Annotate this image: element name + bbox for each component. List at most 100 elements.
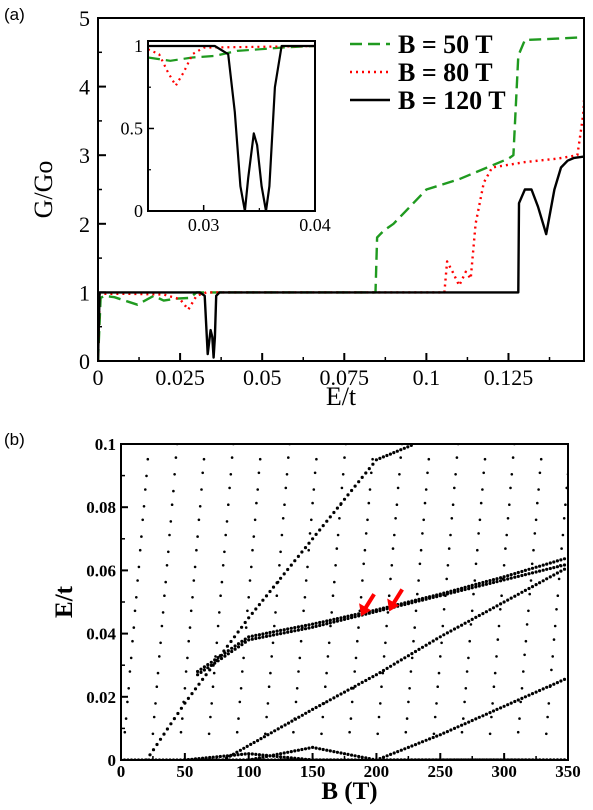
level-point <box>262 735 266 739</box>
level-point <box>548 575 552 579</box>
level-point <box>264 631 269 635</box>
level-dot <box>423 501 427 505</box>
level-point <box>371 462 375 466</box>
level-dot <box>266 702 270 705</box>
level-dot <box>127 687 130 690</box>
level-point <box>484 610 488 614</box>
level-point <box>307 746 311 750</box>
level-point <box>335 750 339 754</box>
level-point <box>438 592 442 596</box>
level-dot <box>545 732 548 736</box>
level-point <box>513 575 517 579</box>
level-dot <box>386 611 390 614</box>
level-point <box>236 630 240 634</box>
level-dot <box>451 503 455 507</box>
level-point <box>193 687 198 691</box>
level-dot <box>440 641 443 645</box>
level-point <box>190 692 194 696</box>
level-dot <box>227 503 230 507</box>
level-dot <box>481 488 484 491</box>
level-point <box>467 584 471 589</box>
y-tick-label-a: 4 <box>79 75 90 100</box>
level-point <box>495 707 499 712</box>
level-point <box>289 629 293 634</box>
level-dot <box>367 501 371 505</box>
x-tick-label-b: 50 <box>176 762 193 781</box>
level-point <box>230 649 234 654</box>
level-point <box>350 753 354 757</box>
level-dot <box>335 547 339 550</box>
level-dot <box>155 685 159 688</box>
level-dot <box>251 548 254 552</box>
level-point <box>467 587 471 591</box>
level-point <box>176 711 180 716</box>
level-point <box>385 605 389 609</box>
level-point <box>304 711 308 715</box>
level-dot <box>280 533 284 537</box>
level-point <box>371 675 375 679</box>
level-point <box>562 563 567 567</box>
level-dot <box>419 548 423 552</box>
level-point <box>293 749 297 753</box>
level-dot <box>327 641 331 645</box>
level-point <box>392 451 396 455</box>
level-dot <box>511 456 515 459</box>
level-point <box>442 633 446 637</box>
level-point <box>513 594 517 598</box>
level-point <box>339 751 343 755</box>
level-point <box>332 750 336 754</box>
level-point <box>474 585 478 589</box>
y-tick-label-b: 0 <box>108 751 117 770</box>
panel-a-chart: 0 0.025 0.05 0.075 0.1 0.125 0 1 2 3 4 5 E/t G/Go B = … <box>29 6 585 411</box>
level-dot <box>144 488 147 491</box>
level-point <box>403 747 407 751</box>
level-point <box>211 663 215 667</box>
level-dot <box>488 732 492 736</box>
level-point <box>335 506 339 510</box>
level-dot <box>424 488 428 491</box>
level-dot <box>359 596 363 599</box>
level-point <box>502 578 506 582</box>
level-point <box>296 748 300 752</box>
level-point <box>385 453 389 458</box>
level-point <box>247 616 251 620</box>
level-point <box>204 673 208 677</box>
y-tick-label-a: 5 <box>79 6 90 31</box>
level-dot <box>445 577 449 581</box>
x-tick-label-b: 0 <box>117 762 126 781</box>
level-dot <box>479 501 483 505</box>
level-point <box>495 604 499 608</box>
level-dot <box>299 639 303 643</box>
y-tick-label-b: 0.08 <box>86 498 116 517</box>
y-tick-label-a: 3 <box>79 143 90 168</box>
level-point <box>552 566 556 570</box>
level-point <box>243 637 247 641</box>
level-dot <box>368 488 372 491</box>
level-dot <box>156 671 160 675</box>
level-point <box>259 737 263 741</box>
x-tick-label-b: 350 <box>555 762 581 781</box>
level-point <box>350 616 354 620</box>
level-dot <box>123 730 127 734</box>
level-point <box>197 682 201 686</box>
level-dot <box>343 456 346 459</box>
level-point <box>428 595 432 599</box>
level-point <box>261 632 265 636</box>
level-dot <box>482 471 486 475</box>
level-dot <box>326 655 330 658</box>
level-point <box>364 471 368 475</box>
level-point <box>527 693 531 697</box>
level-point <box>236 642 241 646</box>
level-point <box>155 742 159 747</box>
level-point <box>378 456 382 460</box>
level-point <box>477 584 481 588</box>
level-point <box>342 752 347 756</box>
level-point <box>339 692 343 696</box>
x-tick-label-b: 100 <box>236 762 262 781</box>
level-series-2 <box>196 557 567 674</box>
level-point <box>491 580 496 585</box>
level-point <box>199 667 203 671</box>
level-dot <box>285 473 289 476</box>
level-point <box>406 600 410 604</box>
